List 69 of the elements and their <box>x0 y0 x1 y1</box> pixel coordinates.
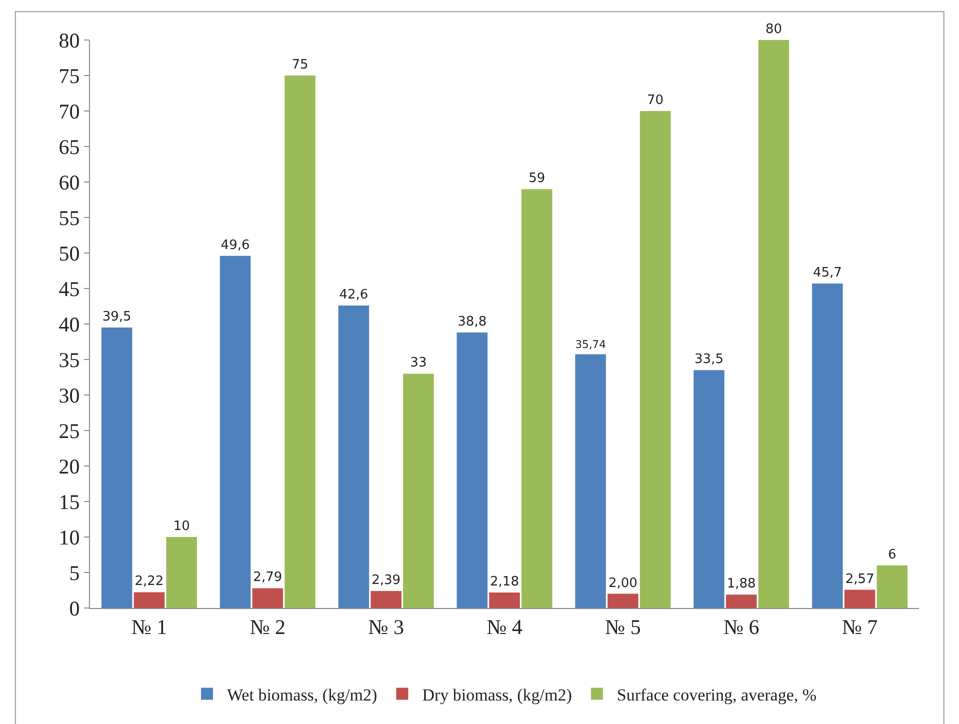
y-tick-label: 25 <box>58 418 80 443</box>
bar <box>876 565 908 608</box>
bar <box>694 370 724 608</box>
data-label: 2,57 <box>845 572 874 587</box>
bar <box>726 594 757 608</box>
bar <box>640 111 671 608</box>
bar <box>220 256 251 608</box>
data-label: 2,18 <box>490 574 519 590</box>
legend-label: Wet biomass, (kg/m2) <box>227 685 378 704</box>
bar <box>252 588 284 608</box>
data-label: 2,22 <box>134 574 164 590</box>
bar <box>101 328 132 608</box>
data-label: 2,00 <box>608 576 638 591</box>
bar <box>403 374 434 608</box>
y-tick-label: 35 <box>58 348 80 372</box>
data-label: 75 <box>292 58 308 72</box>
legend-label: Surface covering, average, % <box>616 685 817 704</box>
y-tick-label: 10 <box>58 525 80 550</box>
y-tick-label: 55 <box>58 206 80 230</box>
data-label: 2,79 <box>253 570 282 586</box>
bar <box>489 592 520 608</box>
bar <box>844 590 876 608</box>
data-label: 42,6 <box>339 288 368 303</box>
x-tick-label: № 7 <box>842 615 878 640</box>
y-tick-label: 40 <box>58 312 80 336</box>
data-label: 10 <box>173 519 190 534</box>
x-tick-label: № 2 <box>250 615 286 640</box>
data-label: 33 <box>410 356 427 371</box>
x-tick-label: № 5 <box>605 615 641 640</box>
data-label: 59 <box>528 171 546 186</box>
data-label: 45,7 <box>812 266 842 281</box>
bar <box>166 537 197 608</box>
bar <box>456 332 488 608</box>
x-tick-label: № 1 <box>131 615 168 640</box>
bar <box>608 594 638 608</box>
bar <box>338 306 370 608</box>
y-tick-label: 5 <box>69 560 80 585</box>
bar <box>575 354 606 608</box>
y-tick-label: 15 <box>58 490 80 514</box>
bar <box>812 284 843 608</box>
bar <box>284 76 316 608</box>
data-label: 2,39 <box>372 573 401 588</box>
data-label: 80 <box>765 22 782 37</box>
bar <box>521 189 552 608</box>
data-label: 35,74 <box>575 338 606 351</box>
bar <box>370 591 402 608</box>
y-tick-label: 80 <box>58 28 80 52</box>
x-tick-label: № 6 <box>723 615 760 640</box>
data-label: 39,5 <box>102 310 132 325</box>
y-tick-label: 45 <box>58 276 80 301</box>
data-label: 6 <box>888 547 896 562</box>
y-tick-label: 70 <box>58 99 80 124</box>
y-tick-label: 60 <box>58 170 80 194</box>
y-tick-label: 75 <box>58 64 80 88</box>
data-label: 1,88 <box>726 576 756 592</box>
data-label: 33,5 <box>694 352 724 368</box>
y-tick-label: 65 <box>58 134 80 159</box>
data-label: 38,8 <box>458 314 487 330</box>
legend-label: Dry biomass, (kg/m2) <box>422 685 572 704</box>
data-label: 70 <box>647 93 664 108</box>
y-tick-label: 50 <box>58 241 80 266</box>
bar <box>758 40 790 608</box>
data-label: 49,6 <box>220 238 250 253</box>
x-tick-label: № 4 <box>486 615 523 640</box>
y-tick-label: 20 <box>58 454 80 478</box>
y-tick-label: 0 <box>69 596 80 620</box>
bar <box>134 592 165 608</box>
y-tick-label: 30 <box>58 383 80 408</box>
x-tick-label: № 3 <box>368 615 404 640</box>
